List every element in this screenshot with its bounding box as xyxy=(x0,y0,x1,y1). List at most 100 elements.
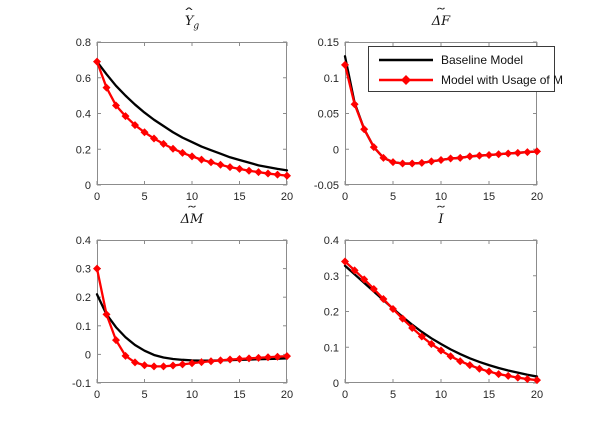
diamond-marker xyxy=(131,358,139,367)
subplot-deltaM-tilde: 0 5 10 15 20 -0.1 0 0.1 0.2 0.3 0.4 ˜ ΔM xyxy=(72,205,293,401)
diamond-marker xyxy=(360,275,369,284)
y-tick-label: 0.2 xyxy=(76,292,91,304)
diamond-marker xyxy=(169,361,177,370)
x-tick-label: 20 xyxy=(531,191,543,203)
diamond-marker xyxy=(121,112,130,121)
title-accent: ˆ xyxy=(183,7,195,23)
diamond-marker xyxy=(456,357,465,366)
title-accent: ˜ xyxy=(186,205,198,221)
x-tick-label: 15 xyxy=(233,389,245,401)
diamond-marker xyxy=(150,134,158,143)
diamond-marker xyxy=(283,171,291,180)
diamond-marker xyxy=(369,284,378,293)
legend: Baseline Model Model with Usage of M xyxy=(368,46,563,92)
y-tick-label: 0.2 xyxy=(324,307,339,319)
subplot-title: ˆ Yg xyxy=(183,7,200,32)
x-tick-label: 15 xyxy=(483,389,495,401)
y-tick-label: 0 xyxy=(85,180,91,192)
diamond-marker xyxy=(159,139,168,148)
y-tick-label: 0.2 xyxy=(76,144,91,156)
diamond-marker xyxy=(283,352,291,361)
x-tick-label: 20 xyxy=(281,389,293,401)
diamond-marker xyxy=(369,143,378,152)
x-tick-label: 5 xyxy=(390,191,396,203)
diamond-marker xyxy=(150,362,158,371)
diamond-marker xyxy=(197,155,206,164)
diamond-marker xyxy=(140,361,149,370)
diamond-marker xyxy=(446,154,455,163)
diamond-marker xyxy=(188,359,196,368)
diamond-marker xyxy=(417,158,426,167)
legend-line-diamond-sample xyxy=(379,75,433,85)
diamond-marker xyxy=(169,144,177,153)
title-accent: ˜ xyxy=(435,205,447,221)
diamond-marker xyxy=(427,340,436,349)
y-tick-label: 0 xyxy=(85,349,91,361)
diamond-marker xyxy=(437,346,445,355)
diamond-marker xyxy=(427,157,436,166)
diamond-marker xyxy=(178,360,187,369)
chart-canvas: 0 5 10 15 20 0 0.1 0.2 0.3 0.4 xyxy=(324,235,543,401)
x-tick-label: 10 xyxy=(186,389,198,401)
y-tick-label: 0.8 xyxy=(76,37,91,49)
diamond-marker xyxy=(350,266,359,275)
diamond-marker xyxy=(102,83,111,92)
chart-canvas: 0 5 10 15 20 0 0.2 0.4 0.6 0.8 xyxy=(76,37,293,203)
y-tick-label: 0 xyxy=(333,378,339,390)
diamond-marker xyxy=(360,125,369,134)
diamond-marker xyxy=(159,362,168,371)
diamond-marker xyxy=(504,149,513,158)
diamond-marker xyxy=(207,158,215,167)
x-tick-label: 0 xyxy=(94,389,100,401)
diamond-marker xyxy=(417,332,426,341)
diamond-marker xyxy=(235,164,244,173)
diamond-marker xyxy=(523,148,532,157)
subplot-I-tilde: 0 5 10 15 20 0 0.1 0.2 0.3 0.4 ˜ I xyxy=(324,205,543,401)
diamond-marker xyxy=(245,354,253,363)
series-line xyxy=(343,264,539,378)
diamond-marker xyxy=(235,354,244,363)
diamond-marker xyxy=(264,353,272,362)
diamond-marker xyxy=(475,151,484,160)
legend-line-sample xyxy=(379,58,433,62)
x-tick-label: 5 xyxy=(390,389,396,401)
diamond-marker xyxy=(350,100,359,109)
y-tick-label: 0.15 xyxy=(318,37,339,49)
diamond-marker xyxy=(494,150,503,159)
x-tick-label: 20 xyxy=(531,389,543,401)
y-tick-label: 0.3 xyxy=(324,271,339,283)
diamond-marker xyxy=(533,147,541,156)
diamond-marker xyxy=(446,352,455,361)
diamond-marker xyxy=(140,128,149,137)
y-tick-label: 0.3 xyxy=(76,264,91,276)
x-tick-label: 10 xyxy=(435,389,447,401)
x-tick-label: 10 xyxy=(186,191,198,203)
y-tick-label: 0.4 xyxy=(76,235,91,247)
diamond-marker xyxy=(188,152,196,161)
y-tick-label: 0.6 xyxy=(76,73,91,85)
x-tick-label: 0 xyxy=(342,191,348,203)
legend-label: Baseline Model xyxy=(441,53,524,67)
diamond-marker xyxy=(254,353,263,362)
series-line xyxy=(343,260,539,382)
diamond-marker xyxy=(437,155,445,164)
diamond-marker xyxy=(398,314,407,323)
subplot-title: ˜ I xyxy=(435,205,447,227)
diamond-marker xyxy=(533,376,541,385)
y-tick-label: 0.05 xyxy=(318,109,339,121)
diamond-marker xyxy=(379,153,388,162)
diamond-marker xyxy=(341,60,349,69)
diamond-marker xyxy=(102,310,111,319)
diamond-marker xyxy=(465,152,474,161)
diamond-marker xyxy=(456,153,465,162)
diamond-marker xyxy=(207,357,215,366)
diamond-marker xyxy=(465,361,474,370)
y-tick-label: 0.1 xyxy=(76,321,91,333)
y-tick-label: 0.4 xyxy=(76,109,91,121)
subplot-Yg-hat: 0 5 10 15 20 0 0.2 0.4 0.6 0.8 ˆ Yg xyxy=(76,7,293,203)
x-tick-label: 5 xyxy=(141,389,147,401)
subplot-title: ˜ ΔM xyxy=(180,205,204,227)
y-tick-label: -0.05 xyxy=(314,180,339,192)
legend-entry: Baseline Model xyxy=(377,50,554,70)
